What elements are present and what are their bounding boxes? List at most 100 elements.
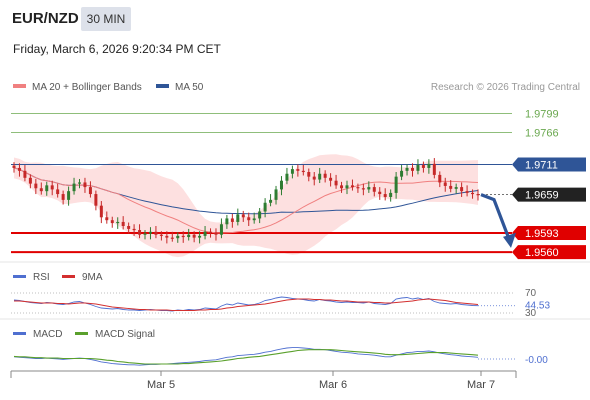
ma20-line — [13, 167, 479, 234]
candle-body-34 — [198, 235, 202, 238]
chart-header: EUR/NZD 30 MIN — [0, 0, 590, 36]
legend-swatch-ma50 — [156, 84, 169, 88]
candle-body-39 — [225, 218, 229, 225]
candle-body-57 — [323, 173, 327, 178]
pivot-tag — [512, 157, 586, 172]
candle-body-37 — [214, 232, 218, 235]
candle-body-59 — [334, 180, 338, 186]
candle-body-15 — [94, 194, 98, 206]
candle-body-21 — [127, 226, 131, 229]
candle-body-54 — [307, 172, 311, 177]
candle-body-58 — [329, 177, 333, 181]
bollinger-band — [14, 154, 478, 258]
candle-body-35 — [203, 231, 207, 236]
candle-body-31 — [181, 235, 185, 238]
candle-body-72 — [405, 167, 409, 171]
candle-body-25 — [148, 231, 152, 234]
candle-body-46 — [263, 202, 267, 212]
candle-body-77 — [432, 163, 436, 175]
legend-swatch-macd-signal — [75, 332, 88, 335]
candle-body-16 — [99, 205, 103, 218]
candle-body-40 — [230, 218, 234, 222]
candle-body-11 — [72, 183, 76, 192]
candle-body-80 — [449, 185, 453, 189]
candle-body-68 — [383, 194, 387, 197]
time-axis: Mar 5 Mar 6 Mar 7 — [10, 370, 517, 391]
candle-body-36 — [209, 231, 213, 234]
candle-body-8 — [56, 189, 60, 195]
support-tag-4 — [512, 225, 586, 240]
candle-body-43 — [247, 217, 251, 221]
candle-body-78 — [438, 174, 442, 183]
last-price-tag — [512, 187, 586, 202]
candle-body-64 — [361, 188, 365, 190]
candle-body-63 — [356, 187, 360, 189]
candle-body-48 — [274, 189, 278, 200]
candle-body-83 — [465, 191, 469, 193]
timeframe-badge[interactable]: 30 MIN — [81, 7, 131, 31]
candle-body-84 — [471, 192, 475, 195]
target-label-0: 1.9799 — [525, 108, 559, 120]
candle-body-7 — [50, 185, 54, 190]
legend-macd: MACD — [33, 329, 62, 340]
candle-body-73 — [410, 167, 414, 171]
candle-body-56 — [318, 173, 322, 180]
candle-body-12 — [78, 182, 82, 184]
candle-body-28 — [165, 235, 169, 238]
legend-swatch-ma20 — [13, 84, 26, 88]
candle-body-51 — [290, 169, 294, 174]
candle-body-52 — [296, 169, 300, 171]
timestamp: Friday, March 6, 2026 9:20:34 PM CET — [13, 42, 221, 56]
candle-body-2 — [23, 170, 27, 178]
candle-body-74 — [416, 165, 420, 171]
legend-ma50: MA 50 — [175, 82, 204, 93]
instrument-title: EUR/NZD — [12, 10, 79, 27]
legend-swatch-macd — [13, 332, 26, 335]
credit-text: Research © 2026 Trading Central — [431, 82, 580, 93]
candle-body-75 — [421, 165, 425, 168]
legend-macd-signal: MACD Signal — [95, 329, 155, 340]
candle-body-47 — [269, 199, 273, 203]
macd-last-label: -0.00 — [525, 355, 548, 366]
candle-body-45 — [258, 211, 262, 219]
candle-body-67 — [378, 191, 382, 195]
candle-body-26 — [154, 231, 158, 235]
macd-signal-line — [13, 349, 479, 365]
candle-body-38 — [219, 224, 223, 235]
legend-swatch-rsi — [13, 275, 26, 278]
support-tag-5 — [512, 245, 586, 260]
candle-body-17 — [105, 217, 109, 221]
target-label-1: 1.9766 — [525, 128, 559, 140]
candle-body-79 — [443, 182, 447, 186]
candle-body-0 — [12, 165, 16, 168]
last-price-label: 1.9659 — [525, 190, 559, 202]
candle-body-66 — [372, 187, 376, 192]
price-panel: 1.9799 1.9766 1.9711 1.9659 1.9593 1.9560 — [11, 108, 586, 260]
rsi-line — [13, 296, 479, 312]
legend-ma20: MA 20 + Bollinger Bands — [32, 82, 142, 93]
candle-body-3 — [28, 177, 32, 184]
candle-body-62 — [350, 185, 354, 188]
candle-body-22 — [132, 228, 136, 231]
candle-body-65 — [367, 187, 371, 190]
rsi-ma-line — [14, 298, 479, 311]
candle-body-55 — [312, 176, 316, 180]
forecast-arrow — [480, 193, 511, 240]
candle-body-13 — [83, 182, 87, 188]
candle-body-5 — [39, 188, 43, 192]
time-tick-label-2: Mar 7 — [467, 379, 495, 391]
time-tick-label-1: Mar 6 — [319, 379, 347, 391]
candle-body-42 — [241, 214, 245, 218]
support-label-4: 1.9593 — [525, 228, 559, 240]
candle-body-4 — [34, 183, 38, 189]
candle-body-32 — [187, 234, 191, 238]
candle-body-29 — [170, 237, 174, 239]
time-tick-label-0: Mar 5 — [147, 379, 175, 391]
candle-body-30 — [176, 235, 180, 239]
forecast-arrowhead — [503, 232, 516, 248]
candle-body-23 — [138, 230, 142, 235]
candle-body-6 — [45, 185, 49, 192]
rsi-level-label-0: 70 — [525, 288, 537, 299]
candle-body-60 — [340, 185, 344, 189]
